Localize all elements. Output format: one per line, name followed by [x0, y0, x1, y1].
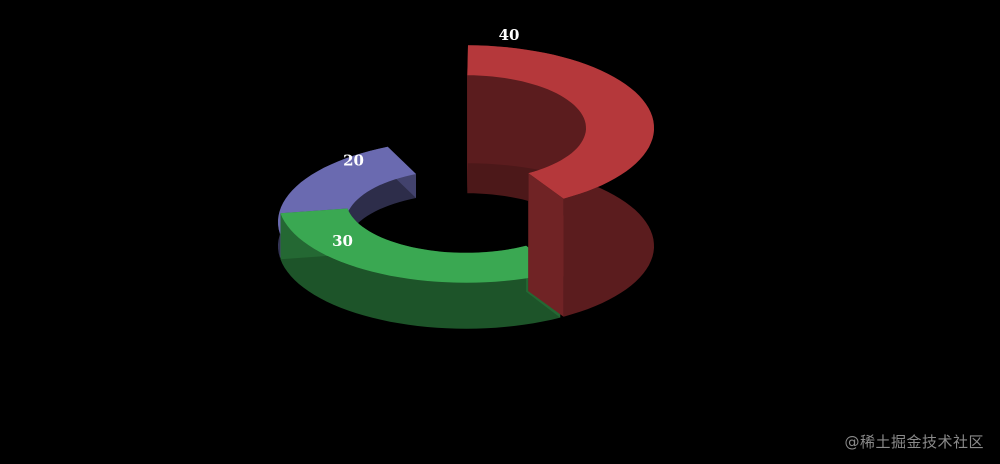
- slice-label-0: 40: [499, 26, 520, 44]
- slice-1-outer-wall: [280, 213, 561, 329]
- slice-2-inner-wall: [346, 174, 416, 254]
- watermark: @稀土掘金技术社区: [844, 433, 984, 451]
- slice-0-top-face: [467, 45, 654, 199]
- slice-1-top-face: [280, 208, 561, 283]
- slice-label-2: 20: [343, 152, 364, 170]
- slice-0-start-cap: [467, 45, 468, 194]
- slice-0-end-cap: [528, 173, 564, 317]
- slice-label-1: 30: [332, 232, 353, 250]
